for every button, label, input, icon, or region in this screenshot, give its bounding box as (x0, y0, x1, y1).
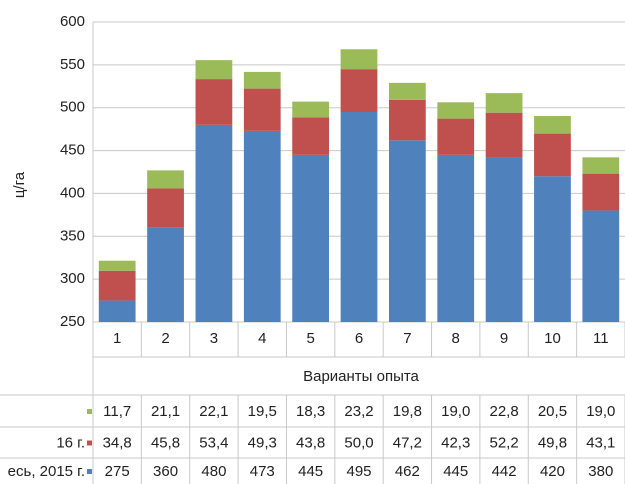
table-cell: 445 (443, 463, 468, 480)
x-tick-label: 7 (403, 330, 411, 347)
table-cell: 380 (588, 463, 613, 480)
y-axis-title: ц/га (11, 171, 28, 198)
table-cell: 19,8 (393, 403, 422, 420)
bar-segment (437, 154, 475, 322)
x-tick-label: 3 (210, 330, 218, 347)
table-cell: 22,8 (489, 403, 518, 420)
table-cell: 19,0 (586, 403, 615, 420)
table-cell: 20,5 (538, 403, 567, 420)
bar-segment (388, 99, 426, 141)
bar-segment (485, 93, 523, 113)
bar-segment (582, 157, 620, 174)
legend-key (87, 409, 92, 414)
bar-segment (437, 102, 475, 119)
bar-segment (534, 116, 571, 134)
table-cell: 45,8 (151, 434, 180, 451)
x-tick-label: 6 (355, 330, 363, 347)
bar-segment (485, 157, 523, 322)
table-cell: 420 (540, 463, 565, 480)
y-tick-label: 450 (60, 142, 85, 159)
table-cell: 19,0 (441, 403, 470, 420)
x-axis-title: Варианты опыта (303, 368, 419, 385)
table-cell: 43,8 (296, 434, 325, 451)
y-tick-label: 300 (60, 270, 85, 287)
bar-segment (534, 176, 571, 322)
bar-segment (292, 101, 330, 118)
table-cell: 480 (201, 463, 226, 480)
x-tick-label: 1 (113, 330, 121, 347)
bar-segment (437, 118, 475, 155)
bar-segment (485, 112, 523, 158)
x-tick-label: 5 (306, 330, 314, 347)
y-tick-label: 250 (60, 313, 85, 330)
table-cell: 11,7 (103, 403, 131, 420)
table-cell: 34,8 (103, 434, 132, 451)
x-tick-label: 4 (258, 330, 266, 347)
table-cell: 360 (153, 463, 178, 480)
table-cell: 50,0 (344, 434, 373, 451)
bar-segment (98, 260, 136, 271)
x-tick-label: 11 (593, 330, 609, 347)
x-tick-label: 2 (161, 330, 169, 347)
table-cell: 23,2 (344, 403, 373, 420)
bar-segment (147, 170, 184, 189)
bar-segment (98, 270, 136, 301)
y-tick-label: 550 (60, 56, 85, 73)
bar-segment (292, 117, 330, 155)
table-cell: 18,3 (296, 403, 325, 420)
y-tick-label: 350 (60, 227, 85, 244)
table-cell: 52,2 (489, 434, 518, 451)
x-tick-label: 9 (500, 330, 508, 347)
bar-segment (195, 60, 233, 80)
y-tick-label: 500 (60, 99, 85, 116)
table-cell: 42,3 (441, 434, 470, 451)
bar-segment (147, 188, 184, 228)
bar-segment (534, 133, 571, 177)
legend-key (87, 440, 92, 446)
bar-segment (195, 124, 233, 322)
table-cell: 275 (105, 463, 130, 480)
table-cell: 47,2 (393, 434, 422, 451)
row-label: 16 г. (56, 434, 85, 451)
bar-segment (292, 154, 330, 322)
bar-segment (388, 82, 426, 100)
bar-segment (340, 69, 378, 112)
y-tick-label: 600 (60, 13, 85, 30)
table-cell: 473 (250, 463, 275, 480)
bar-segment (340, 112, 378, 322)
table-cell: 495 (346, 463, 371, 480)
bar-segment (388, 140, 426, 322)
table-cell: 21,1 (151, 403, 180, 420)
table-cell: 442 (492, 463, 517, 480)
bar-segment (243, 130, 281, 322)
table-cell: 49,8 (538, 434, 567, 451)
table-cell: 19,5 (248, 403, 277, 420)
bar-segment (582, 210, 620, 322)
row-label: есь, 2015 г. (8, 463, 85, 480)
x-tick-label: 8 (452, 330, 460, 347)
bar-segment (195, 79, 233, 125)
table-cell: 43,1 (586, 434, 615, 451)
bar-segment (98, 300, 136, 322)
table-cell: 462 (395, 463, 420, 480)
bar-segment (147, 227, 184, 322)
bar-segment (340, 49, 378, 70)
bar-segment (582, 173, 620, 211)
table-cell: 445 (298, 463, 323, 480)
table-cell: 22,1 (199, 403, 228, 420)
bar-segment (243, 88, 281, 131)
legend-key (87, 469, 92, 474)
bar-segment (243, 71, 281, 89)
table-cell: 49,3 (248, 434, 277, 451)
table-cell: 53,4 (199, 434, 228, 451)
x-tick-label: 10 (544, 330, 561, 347)
y-tick-label: 400 (60, 184, 85, 201)
